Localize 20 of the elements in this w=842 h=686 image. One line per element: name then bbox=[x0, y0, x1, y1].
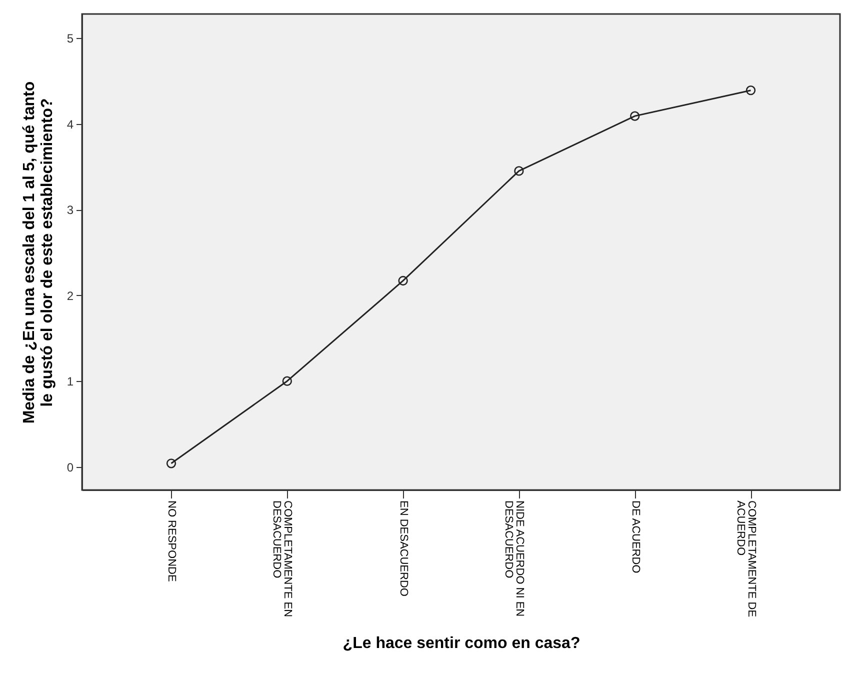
y-tick-label: 5 bbox=[66, 32, 74, 46]
x-tick-label: COMPLETAMENTE DE ACUERDO bbox=[734, 500, 758, 618]
y-tick-label: 0 bbox=[66, 460, 74, 474]
y-tick-label: 4 bbox=[66, 117, 74, 132]
y-tick-label: 2 bbox=[66, 288, 74, 303]
point bbox=[514, 166, 524, 176]
y-axis-title: Media de ¿En una escala del 1 al 5, qué tanto le gustó el olor de este establecimiento? bbox=[20, 81, 56, 424]
y-tick-label: 1 bbox=[66, 374, 74, 389]
x-tick-label: COMPLETAMENTE EN DESACUERDO bbox=[270, 500, 294, 618]
y-tick-label: 3 bbox=[66, 203, 74, 218]
x-tick-label: EN DESACUERDO bbox=[398, 500, 410, 597]
x-tick-label: NO RESPONDE bbox=[166, 500, 178, 582]
point bbox=[746, 86, 756, 96]
point bbox=[630, 111, 640, 121]
x-axis-title: ¿Le hace sentir como en casa? bbox=[342, 635, 580, 652]
point bbox=[282, 376, 292, 386]
point bbox=[398, 276, 408, 286]
x-tick-label: DE ACUERDO bbox=[629, 500, 642, 574]
point bbox=[166, 458, 176, 468]
x-tick-label: NIDE ACUERDO NI EN DESACUERDO bbox=[502, 500, 526, 617]
